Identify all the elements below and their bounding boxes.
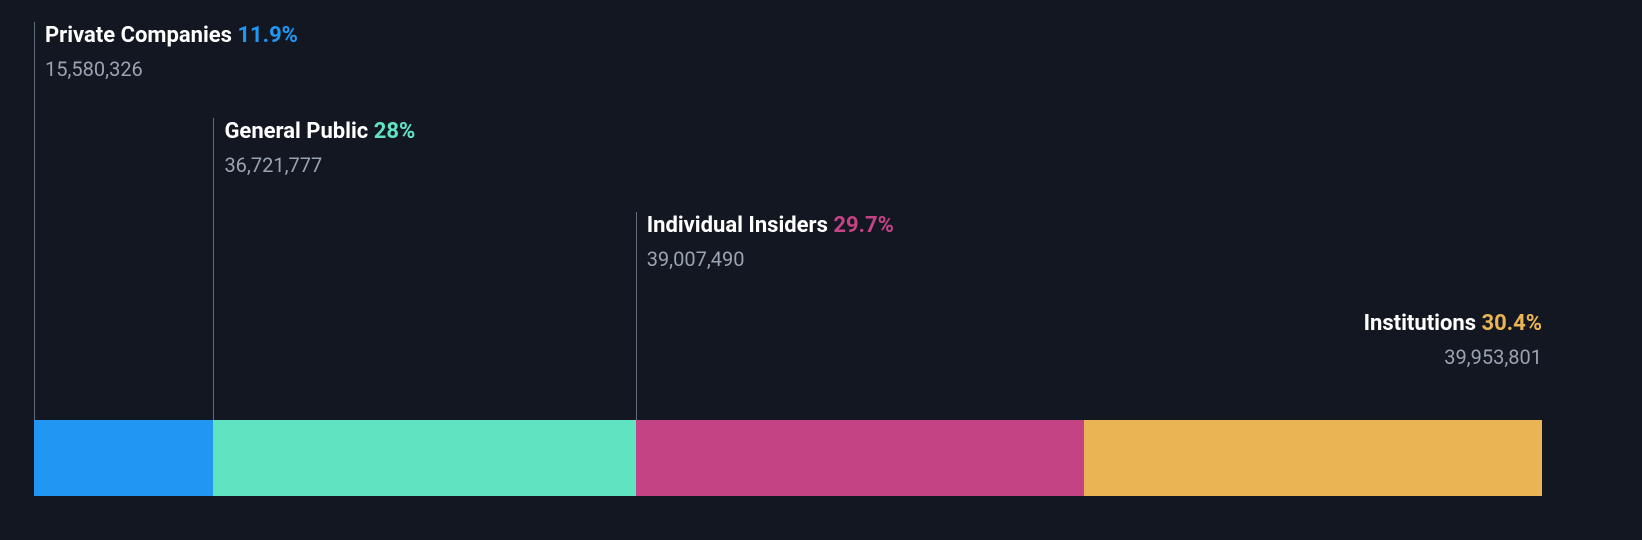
label-title-individual-insiders: Individual Insiders 29.7% [647,212,894,241]
bar-segment-institutions[interactable] [1084,420,1542,496]
label-pct-text: 30.4% [1481,311,1542,336]
label-name-text: Individual Insiders [647,213,828,238]
bar-segment-general-public[interactable] [213,420,635,496]
label-general-public: General Public 28% 36,721,777 [213,118,415,420]
label-title-general-public: General Public 28% [224,118,415,147]
chart-bar-track [34,420,1542,496]
label-value-general-public: 36,721,777 [224,153,415,177]
label-pct-text: 29.7% [833,213,894,238]
label-pct-text: 28% [374,119,416,144]
label-value-individual-insiders: 39,007,490 [647,247,894,271]
bar-segment-individual-insiders[interactable] [636,420,1084,496]
label-name-text: Institutions [1364,311,1476,336]
label-value-private-companies: 15,580,326 [45,57,298,81]
label-institutions: Institutions 30.4% 39,953,801 [1364,310,1542,420]
bar-segment-private-companies[interactable] [34,420,213,496]
label-title-private-companies: Private Companies 11.9% [45,22,298,51]
chart-label-area: Private Companies 11.9% 15,580,326 General… [34,0,1542,420]
label-value-institutions: 39,953,801 [1364,345,1542,369]
label-title-institutions: Institutions 30.4% [1364,310,1542,339]
label-individual-insiders: Individual Insiders 29.7% 39,007,490 [636,212,894,420]
label-name-text: General Public [224,119,368,144]
label-pct-text: 11.9% [237,23,298,48]
ownership-chart: Private Companies 11.9% 15,580,326 General… [34,0,1542,540]
label-name-text: Private Companies [45,23,232,48]
